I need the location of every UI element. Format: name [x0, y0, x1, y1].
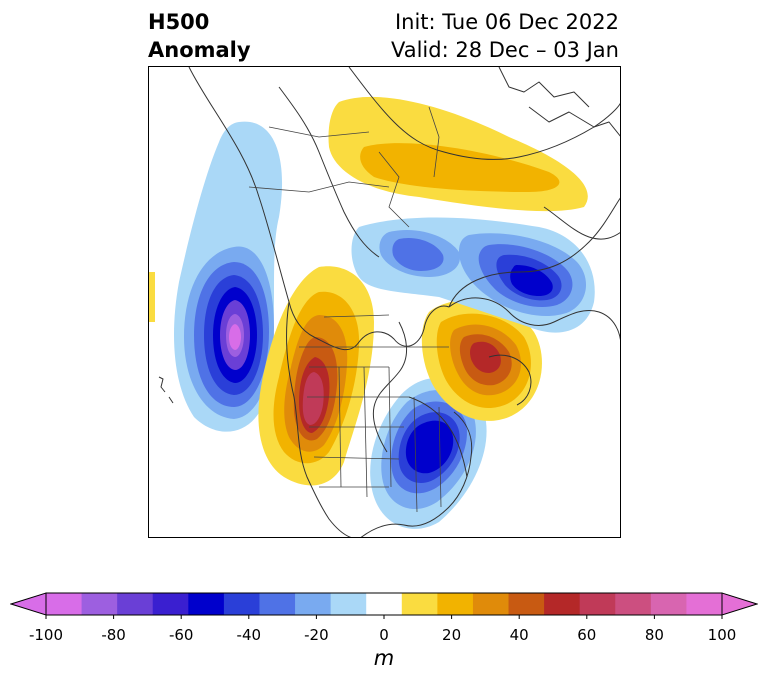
- colorbar-segment: [508, 593, 545, 615]
- coastlines: [158, 67, 620, 537]
- colorbar-segment: [117, 593, 154, 615]
- colorbar-tick-label: 40: [509, 626, 529, 644]
- colorbar-tick-label: -40: [236, 626, 262, 644]
- colorbar-segment: [437, 593, 474, 615]
- state-borders: [248, 106, 449, 513]
- init-date: Init: Tue 06 Dec 2022: [394, 10, 619, 34]
- colorbar-segment: [650, 593, 687, 615]
- colorbar-tick-label: -60: [168, 626, 194, 644]
- colorbar-segment: [46, 593, 83, 615]
- gulf-of-alaska-trough: [174, 121, 283, 432]
- colorbar-segment: [81, 593, 118, 615]
- eurasian-arctic-trough: [351, 217, 595, 333]
- western-us-ridge: [258, 266, 374, 486]
- colorbar-tick-label: -80: [101, 626, 126, 644]
- colorbar-segment: [152, 593, 189, 615]
- colorbar-segment: [188, 593, 225, 615]
- colorbar-tick-label: 0: [379, 626, 389, 644]
- colorbar-tick-label: -20: [304, 626, 329, 644]
- title-variable: H500: [148, 10, 210, 34]
- colorbar-segment: [401, 593, 438, 615]
- siberian-ridge: [328, 96, 588, 212]
- colorbar-unit-label: m: [373, 646, 395, 670]
- anomaly-map: [148, 66, 621, 538]
- colorbar-tick-label: 80: [644, 626, 664, 644]
- colorbar-extend-high: [721, 592, 758, 616]
- colorbar-segment: [223, 593, 260, 615]
- colorbar-segment: [330, 593, 367, 615]
- colorbar-segment: [295, 593, 332, 615]
- title-field: Anomaly: [148, 38, 251, 62]
- colorbar-segment: [472, 593, 510, 615]
- edge-ridge-sliver: [149, 272, 155, 322]
- colorbar-segment: [259, 593, 296, 615]
- colorbar-segment: [615, 593, 652, 615]
- valid-range: Valid: 28 Dec – 03 Jan: [390, 38, 619, 62]
- colorbar-segment: [366, 593, 403, 615]
- colorbar-segment: [579, 593, 616, 615]
- colorbar-tick-label: 100: [707, 626, 737, 644]
- colorbar-tick-label: -100: [28, 626, 64, 644]
- eastern-us-trough: [370, 377, 487, 529]
- greenland-ridge: [421, 300, 542, 421]
- colorbar: [10, 592, 758, 619]
- colorbar-extend-low: [10, 592, 47, 616]
- colorbar-tick-label: 20: [442, 626, 462, 644]
- title-right: Init: Tue 06 Dec 2022 Valid: 28 Dec – 03…: [391, 8, 619, 64]
- colorbar-segment: [686, 593, 723, 615]
- colorbar-tick-label: 60: [577, 626, 597, 644]
- title-left: H500 Anomaly: [148, 8, 251, 64]
- colorbar-segment: [544, 593, 581, 615]
